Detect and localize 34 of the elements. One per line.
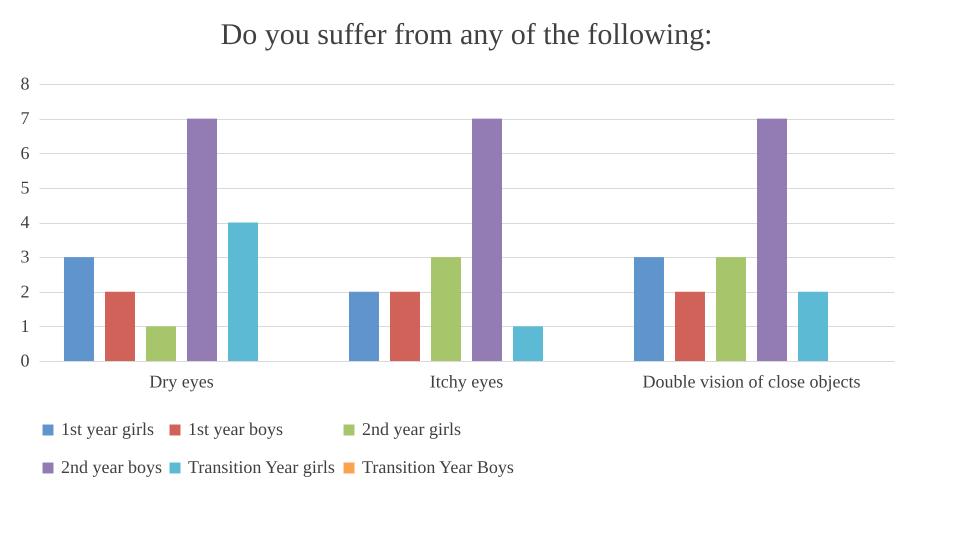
bar <box>798 292 828 361</box>
bar <box>757 118 788 361</box>
bar <box>513 326 544 361</box>
bar <box>187 118 218 361</box>
bar <box>472 118 502 361</box>
legend-label: Transition Year girls <box>188 457 335 477</box>
bar <box>674 292 705 361</box>
bar <box>430 257 461 361</box>
y-tick-label: 2 <box>20 281 30 302</box>
legend-label: 2nd year boys <box>61 457 162 477</box>
y-tick-label: 0 <box>20 350 30 370</box>
bar <box>104 292 135 361</box>
legend-label: 1st year girls <box>61 419 154 439</box>
bar <box>228 222 258 361</box>
x-tick-label: Dry eyes <box>149 372 214 392</box>
bar <box>348 292 379 361</box>
x-tick-label: Double vision of close objects <box>642 372 860 392</box>
x-tick-label: Itchy eyes <box>430 372 504 392</box>
y-tick-label: 1 <box>20 316 30 336</box>
bar <box>64 257 94 361</box>
legend-label: Transition Year Boys <box>362 457 514 477</box>
bar <box>634 257 664 361</box>
bar <box>146 326 176 361</box>
y-tick-label: 3 <box>20 246 30 267</box>
legend-label: 2nd year girls <box>362 419 461 439</box>
chart-title: Do you suffer from any of the following: <box>220 18 712 51</box>
y-tick-label: 6 <box>20 142 30 163</box>
y-tick-label: 8 <box>20 74 30 94</box>
bar <box>716 257 746 361</box>
y-tick-label: 7 <box>20 108 30 128</box>
y-tick-label: 5 <box>20 177 30 198</box>
y-tick-label: 4 <box>20 212 30 232</box>
legend-label: 1st year boys <box>188 419 283 439</box>
bar <box>390 292 420 361</box>
